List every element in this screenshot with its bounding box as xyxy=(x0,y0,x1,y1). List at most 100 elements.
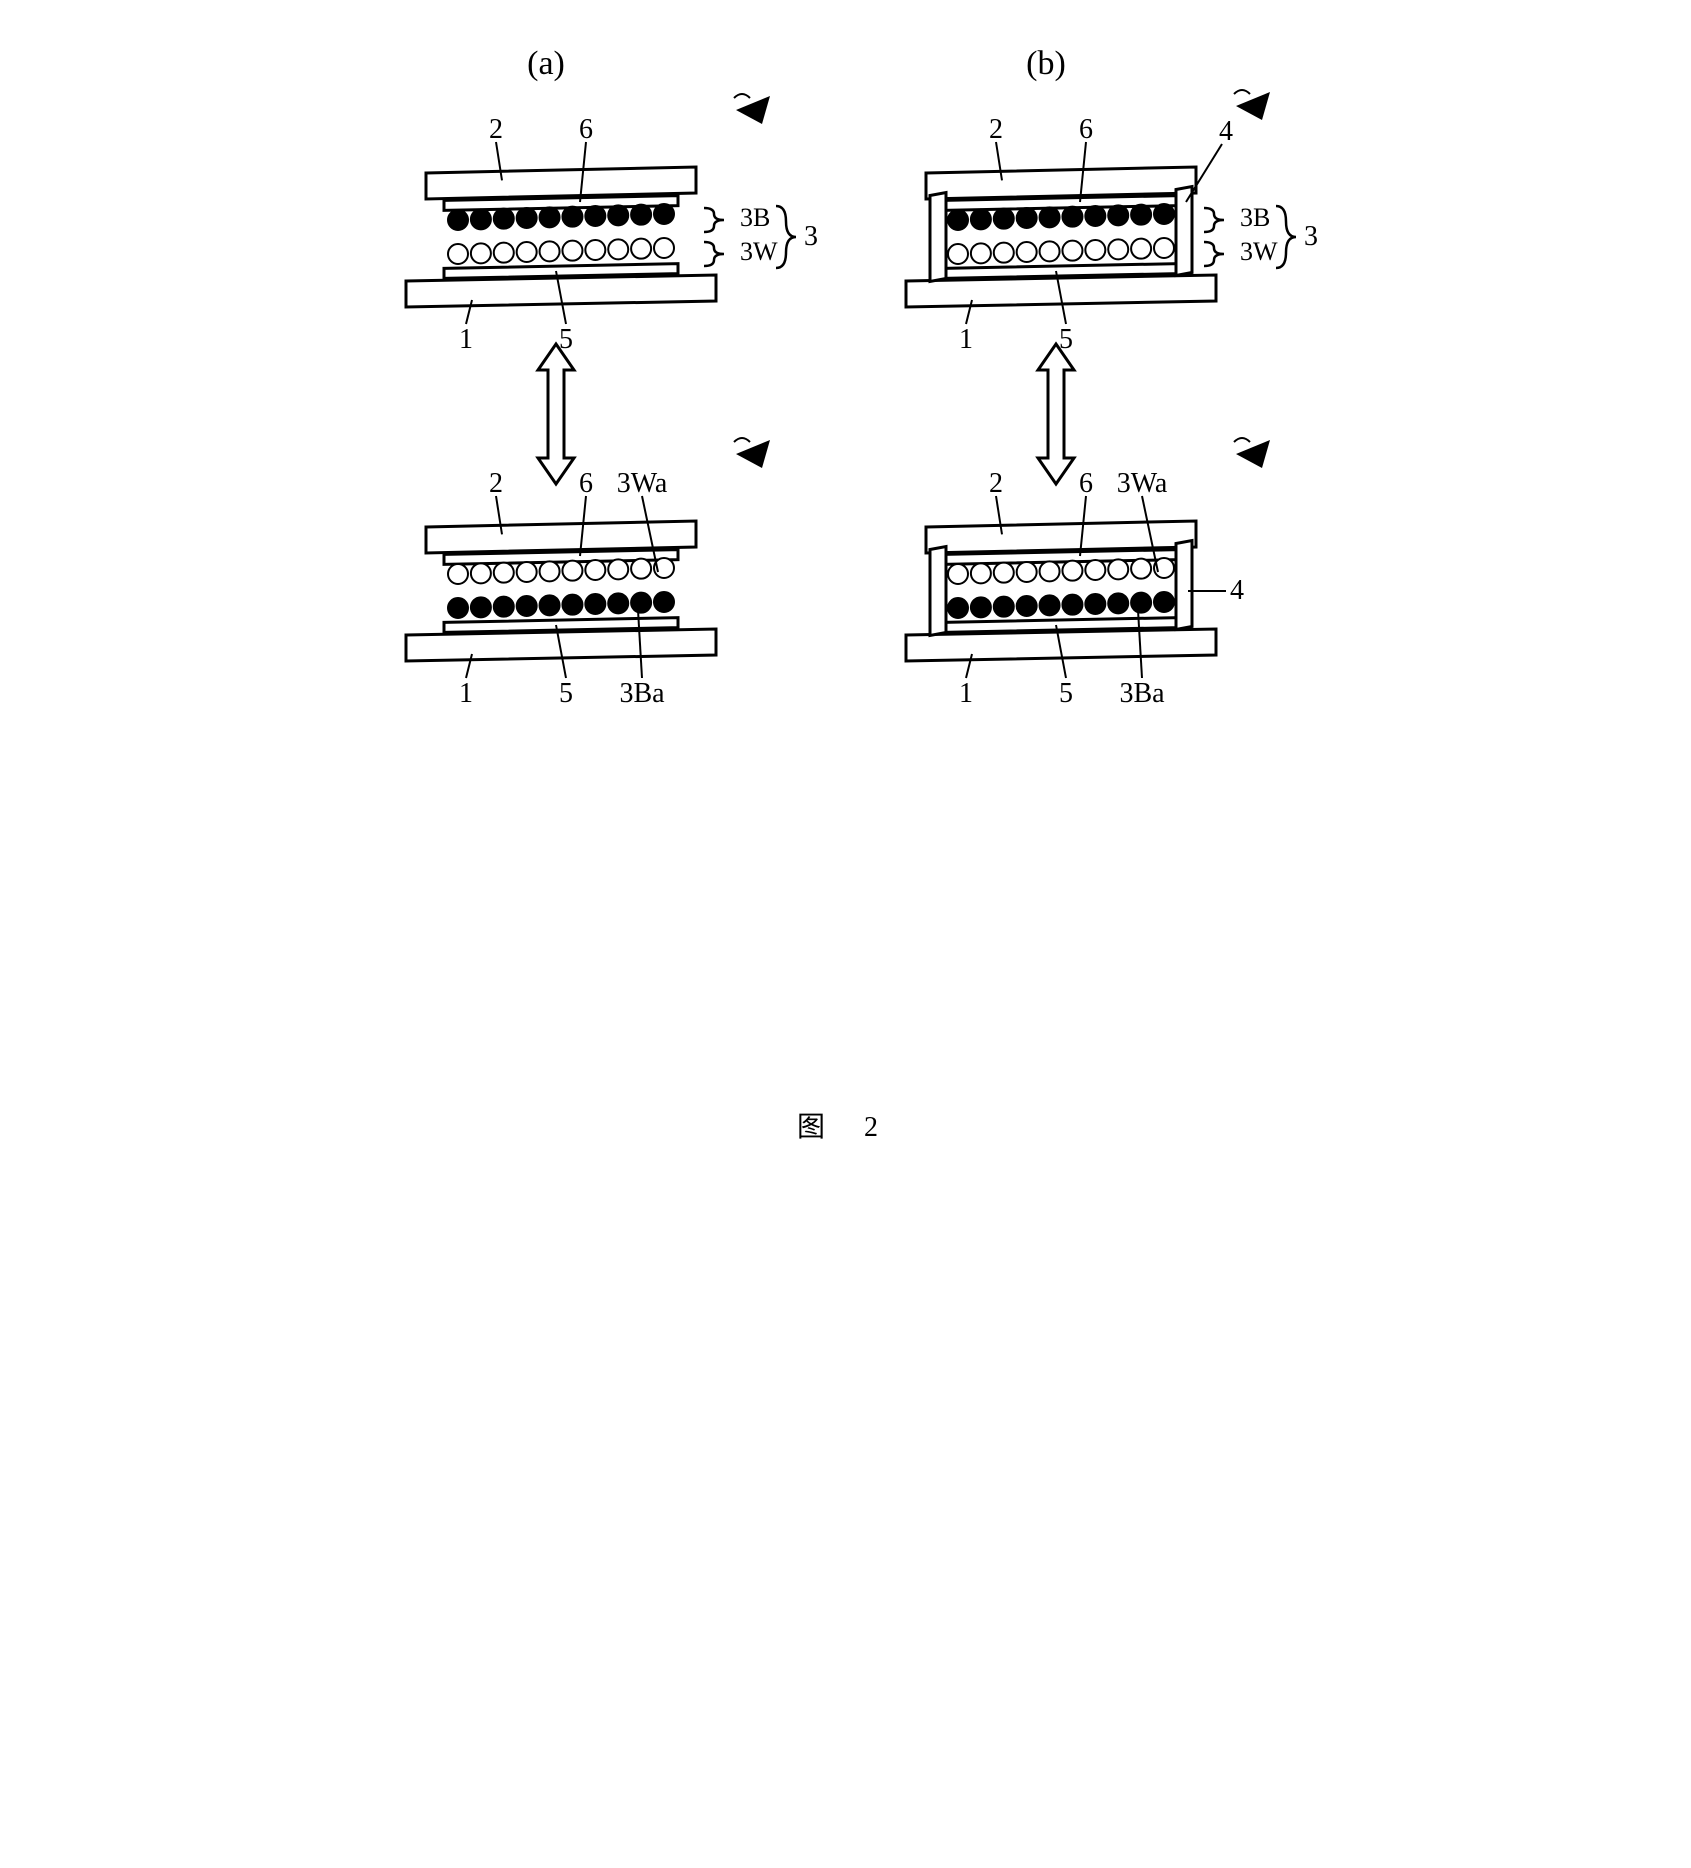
black-particle xyxy=(516,208,536,228)
black-particle xyxy=(539,207,559,227)
black-particle xyxy=(1131,205,1151,225)
white-particle xyxy=(1154,238,1174,258)
double-arrow-icon xyxy=(538,344,574,484)
label: 4 xyxy=(1219,116,1233,147)
white-particle xyxy=(1016,562,1036,582)
black-particle xyxy=(1062,207,1082,227)
black-particle xyxy=(948,598,968,618)
label: 5 xyxy=(1059,678,1073,709)
white-particle xyxy=(493,243,513,263)
brace xyxy=(704,208,724,232)
white-particle xyxy=(516,562,536,582)
black-particle xyxy=(448,210,468,230)
white-particle xyxy=(993,243,1013,263)
label: 3Ba xyxy=(619,678,665,709)
black-particle xyxy=(1108,205,1128,225)
label: 5 xyxy=(559,678,573,709)
black-particle xyxy=(993,597,1013,617)
white-particle xyxy=(654,238,674,258)
white-particle xyxy=(1108,559,1128,579)
white-particle xyxy=(1085,560,1105,580)
white-particle xyxy=(585,240,605,260)
eye-icon xyxy=(1234,438,1270,468)
cell xyxy=(406,167,716,307)
label: 1 xyxy=(459,678,473,709)
plate xyxy=(930,547,946,636)
black-particle xyxy=(1016,208,1036,228)
black-particle xyxy=(1154,204,1174,224)
brace xyxy=(704,242,724,266)
white-particle xyxy=(1039,561,1059,581)
white-particle xyxy=(631,239,651,259)
white-particle xyxy=(608,239,628,259)
plate xyxy=(1176,187,1192,276)
label: 6 xyxy=(579,114,593,145)
black-particle xyxy=(585,594,605,614)
black-particle xyxy=(470,209,490,229)
label: 1 xyxy=(959,678,973,709)
black-particle xyxy=(1039,207,1059,227)
black-particle xyxy=(562,207,582,227)
black-particle xyxy=(1131,593,1151,613)
white-particle xyxy=(1131,559,1151,579)
black-particle xyxy=(631,205,651,225)
black-particle xyxy=(631,593,651,613)
white-particle xyxy=(470,243,490,263)
plate xyxy=(426,167,696,199)
white-particle xyxy=(562,241,582,261)
black-particle xyxy=(970,209,990,229)
white-particle xyxy=(539,561,559,581)
white-particle xyxy=(631,559,651,579)
brace xyxy=(776,206,796,268)
white-particle xyxy=(1131,239,1151,259)
black-particle xyxy=(970,597,990,617)
black-particle xyxy=(470,597,490,617)
figure-root: (a)(b)26153B3W326153B3W3426153Wa3Ba26153… xyxy=(346,40,1346,1145)
white-particle xyxy=(562,561,582,581)
black-particle xyxy=(608,205,628,225)
figure-svg: (a)(b)26153B3W326153B3W3426153Wa3Ba26153… xyxy=(346,40,1346,1080)
white-particle xyxy=(585,560,605,580)
cell xyxy=(406,521,716,661)
black-particle xyxy=(1039,595,1059,615)
plate xyxy=(926,167,1196,199)
label: (a) xyxy=(527,45,565,82)
label: 3W xyxy=(740,237,778,266)
label: 3Wa xyxy=(1116,468,1167,499)
black-particle xyxy=(493,209,513,229)
white-particle xyxy=(970,243,990,263)
label: 3Wa xyxy=(616,468,667,499)
white-particle xyxy=(993,563,1013,583)
brace xyxy=(1276,206,1296,268)
black-particle xyxy=(516,596,536,616)
white-particle xyxy=(1039,241,1059,261)
eye-icon xyxy=(734,94,770,124)
black-particle xyxy=(1085,206,1105,226)
black-particle xyxy=(654,204,674,224)
label: 1 xyxy=(959,324,973,355)
label: 6 xyxy=(579,468,593,499)
label: 3B xyxy=(1240,203,1270,232)
label: 3 xyxy=(804,221,818,252)
label: 3Ba xyxy=(1119,678,1165,709)
plate xyxy=(426,521,696,553)
label: 3 xyxy=(1304,221,1318,252)
label: 1 xyxy=(459,324,473,355)
white-particle xyxy=(1085,240,1105,260)
white-particle xyxy=(1062,241,1082,261)
black-particle xyxy=(493,597,513,617)
label: 4 xyxy=(1230,575,1244,606)
white-particle xyxy=(470,563,490,583)
black-particle xyxy=(948,210,968,230)
brace xyxy=(1204,208,1224,232)
white-particle xyxy=(1108,239,1128,259)
label: 2 xyxy=(489,468,503,499)
black-particle xyxy=(448,598,468,618)
black-particle xyxy=(608,593,628,613)
brace xyxy=(1204,242,1224,266)
black-particle xyxy=(1154,592,1174,612)
white-particle xyxy=(1016,242,1036,262)
label: 3B xyxy=(740,203,770,232)
black-particle xyxy=(1108,593,1128,613)
label: (b) xyxy=(1026,45,1066,82)
